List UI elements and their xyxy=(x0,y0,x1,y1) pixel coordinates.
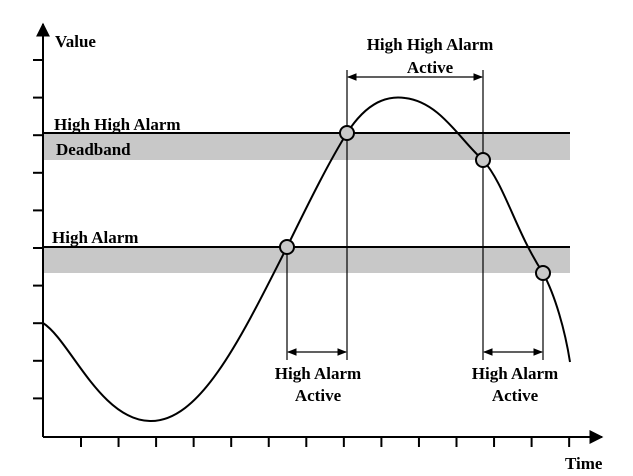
crossing-point xyxy=(535,265,551,281)
crossing-point xyxy=(475,152,491,168)
threshold-label: High Alarm xyxy=(52,228,138,247)
annotation: High Alarm xyxy=(275,364,361,383)
annotation: Active xyxy=(492,386,539,405)
ticks xyxy=(33,59,571,447)
crossing-point xyxy=(279,239,295,255)
x-label: Time xyxy=(565,454,603,473)
annotation: Active xyxy=(295,386,342,405)
deadband-label: Deadband xyxy=(56,140,131,159)
h-deadband xyxy=(43,247,570,273)
annotation: High High Alarm xyxy=(367,35,494,54)
annotation: High Alarm xyxy=(472,364,558,383)
crossing-point xyxy=(339,125,355,141)
threshold-label: High High Alarm xyxy=(54,115,181,134)
y-label: Value xyxy=(55,32,96,51)
annotation: Active xyxy=(407,58,454,77)
crossings xyxy=(279,125,551,281)
